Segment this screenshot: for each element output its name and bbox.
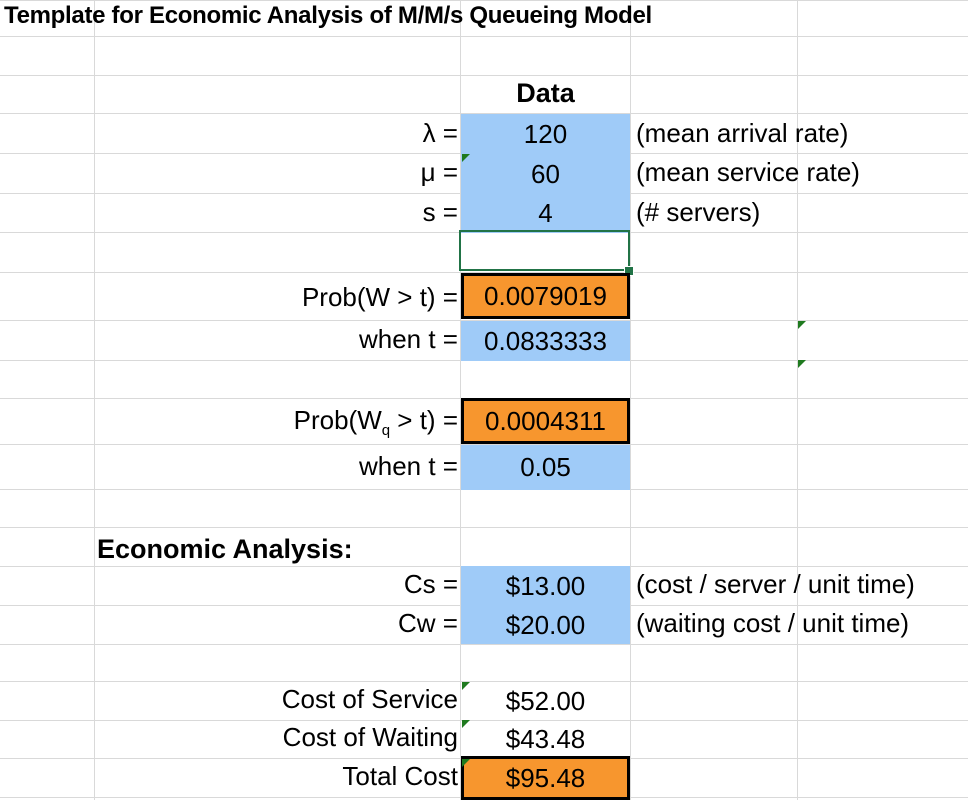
cw-label: Cw = (398, 608, 458, 638)
lambda-label: λ = (422, 118, 458, 148)
cost-waiting-label: Cost of Waiting (282, 722, 458, 752)
prob-w-when-label: when t = (358, 324, 458, 354)
sheet-title: Template for Economic Analysis of M/M/s … (4, 2, 652, 29)
prob-wq-cell[interactable]: 0.0004311 (461, 398, 630, 444)
total-cost-label: Total Cost (342, 761, 458, 791)
prob-wq-t-cell[interactable]: 0.05 (461, 445, 630, 490)
servers-note: (# servers) (636, 197, 761, 227)
cost-waiting-value[interactable]: $43.48 (505, 723, 586, 754)
cw-note: (waiting cost / unit time) (636, 608, 910, 638)
servers-label: s = (422, 197, 458, 227)
cs-cell[interactable]: $13.00 (461, 566, 630, 606)
prob-wq-when-label: when t = (358, 451, 458, 481)
cs-label: Cs = (403, 569, 458, 599)
lambda-note: (mean arrival rate) (636, 118, 849, 148)
lambda-cell[interactable]: 120 (461, 114, 630, 154)
comment-indicator (462, 759, 470, 767)
selected-cell[interactable] (459, 230, 630, 271)
mu-note: (mean service rate) (636, 157, 860, 187)
comment-indicator (798, 321, 806, 329)
prob-w-label: Prob(W > t) = (301, 282, 458, 312)
cost-service-label: Cost of Service (281, 684, 458, 714)
prob-wq-label: Prob(Wq > t) = (293, 405, 458, 440)
prob-w-cell[interactable]: 0.0079019 (461, 273, 630, 319)
servers-cell[interactable]: 4 (461, 194, 630, 233)
data-header: Data (516, 78, 575, 108)
cs-note: (cost / server / unit time) (636, 569, 915, 599)
comment-indicator (462, 720, 470, 728)
comment-indicator (462, 682, 470, 690)
mu-label: μ = (420, 157, 458, 187)
mu-cell[interactable]: 60 (461, 154, 630, 194)
prob-w-t-cell[interactable]: 0.0833333 (461, 321, 630, 361)
cw-cell[interactable]: $20.00 (461, 606, 630, 644)
total-cost-cell[interactable]: $95.48 (461, 756, 630, 800)
comment-indicator (462, 154, 470, 162)
economic-analysis-header: Economic Analysis: (97, 534, 353, 564)
cost-service-value[interactable]: $52.00 (505, 685, 586, 716)
comment-indicator (798, 360, 806, 368)
